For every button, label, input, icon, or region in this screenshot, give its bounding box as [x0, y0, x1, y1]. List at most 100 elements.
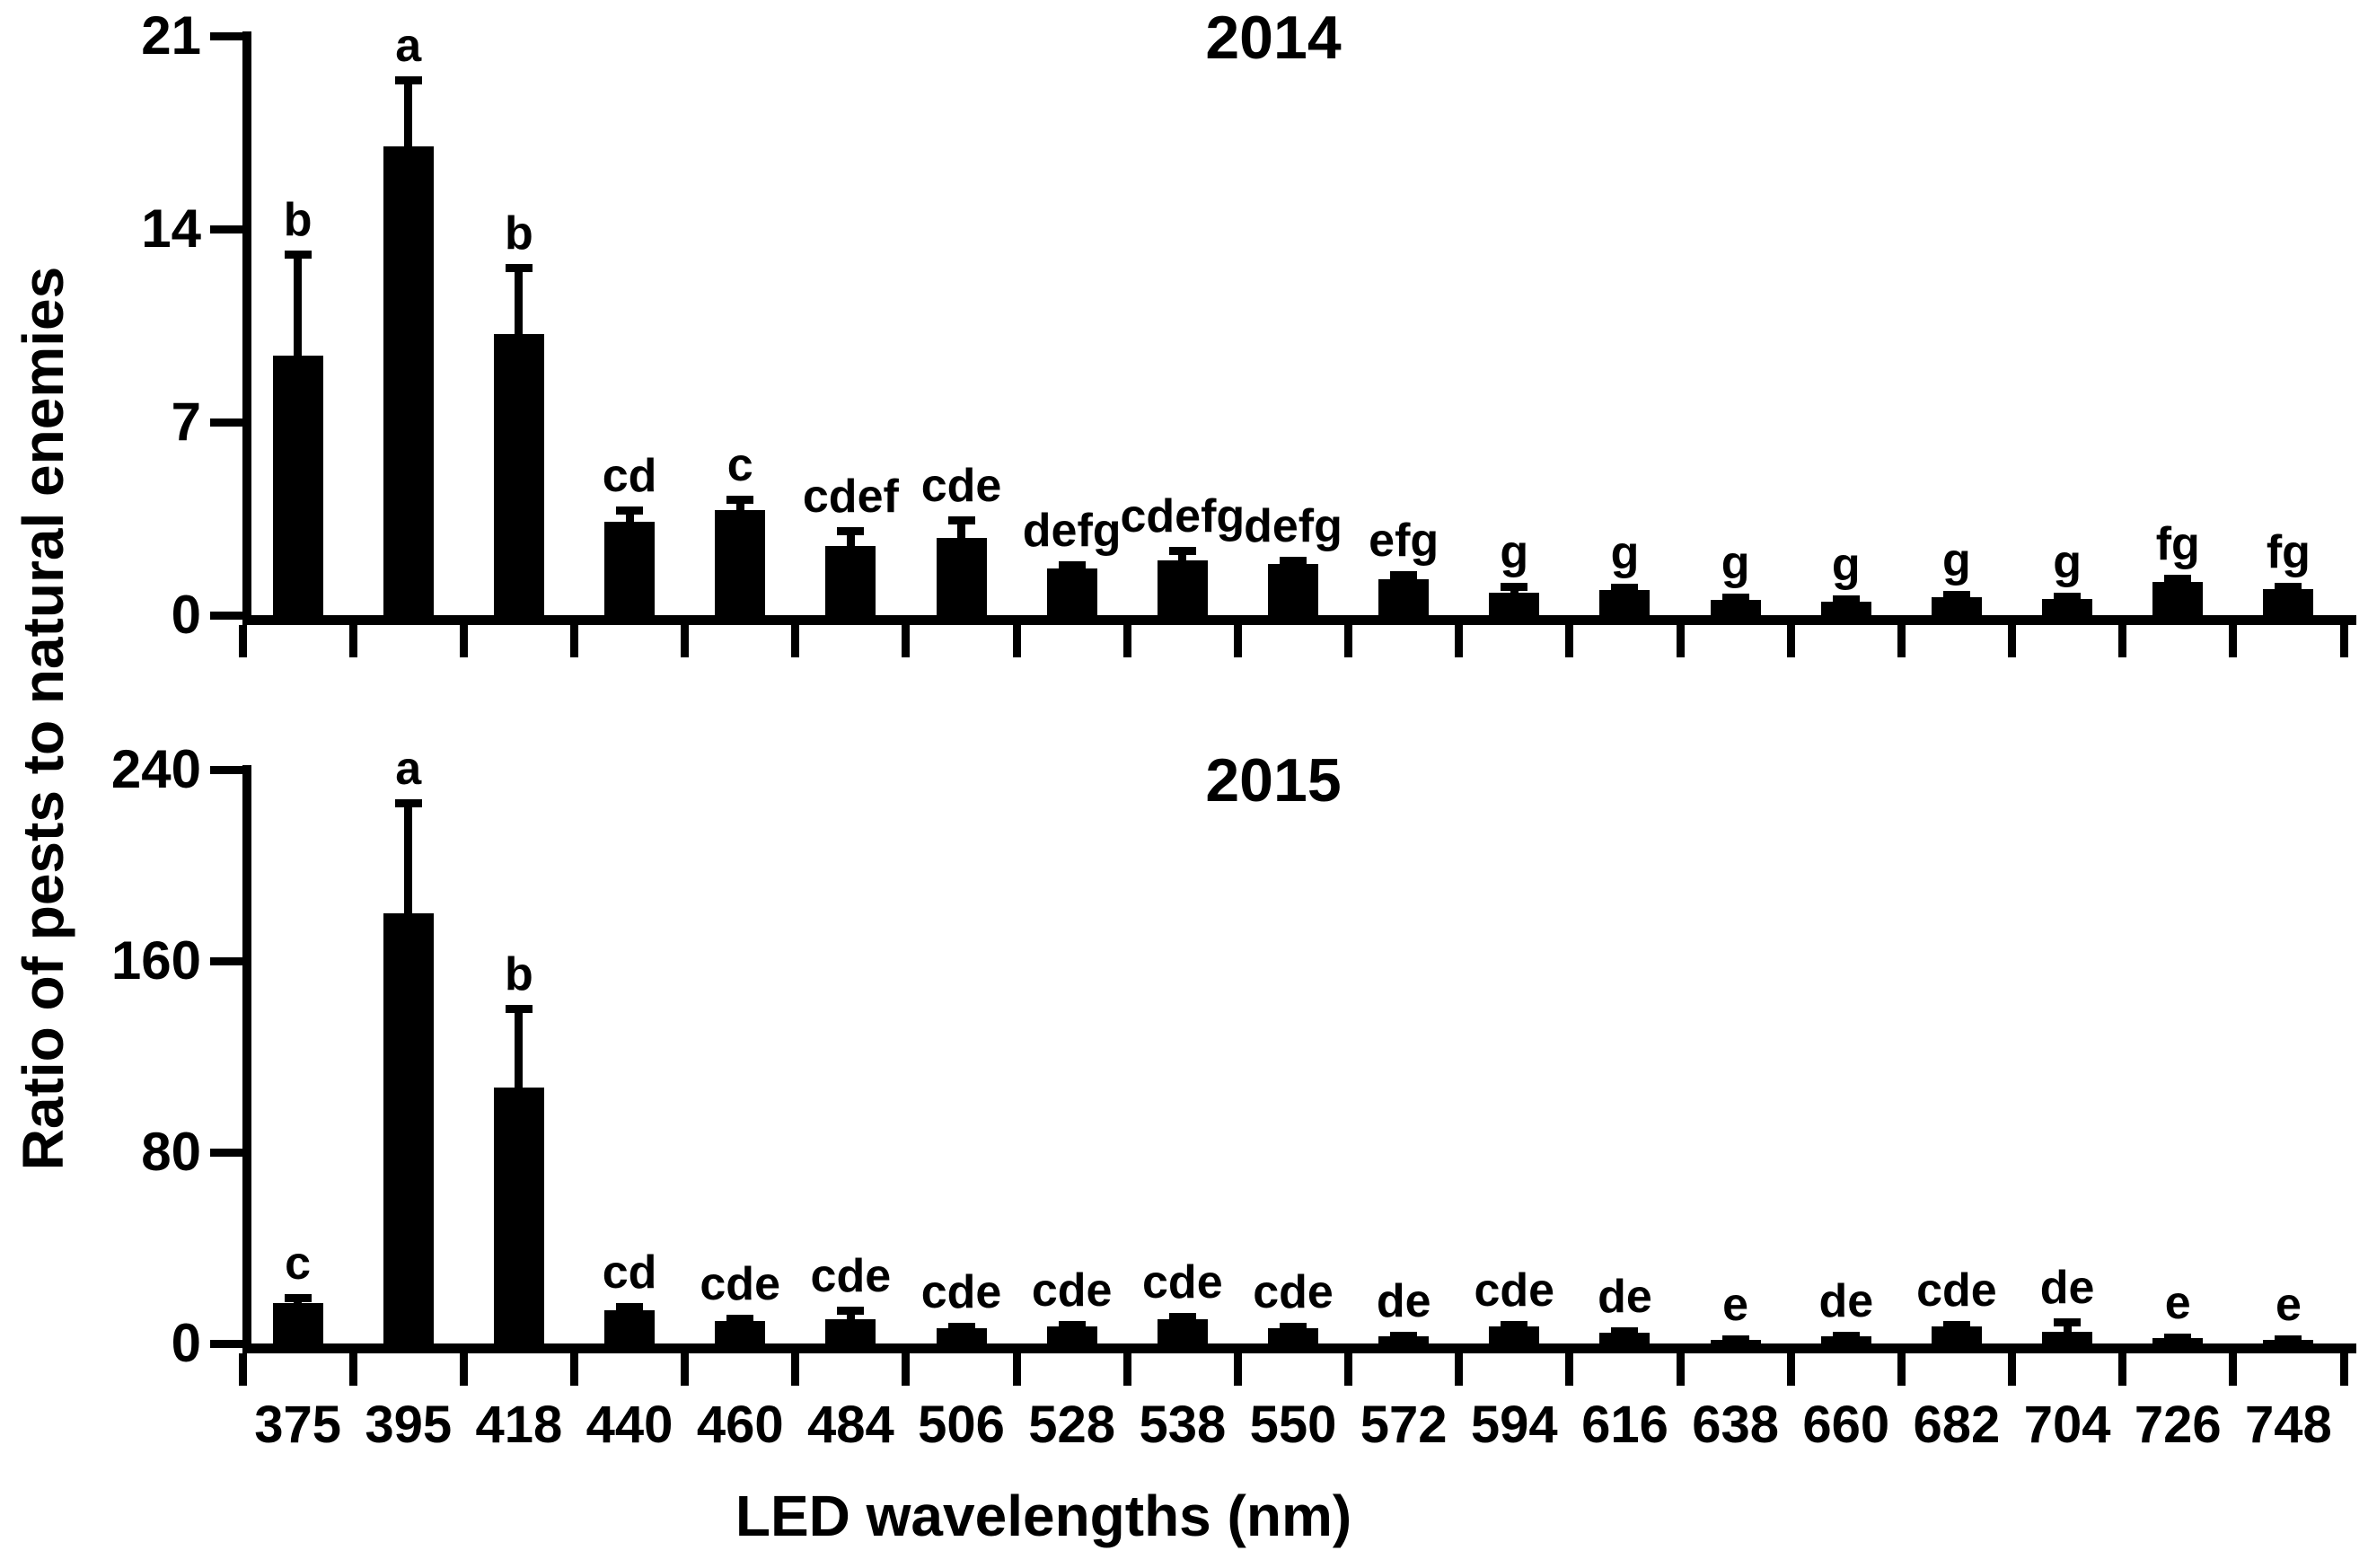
- x-tick: [2118, 1353, 2127, 1386]
- x-tick: [1455, 1353, 1464, 1386]
- x-tick: [2008, 625, 2017, 657]
- sig-letter: de: [2039, 1262, 2095, 1315]
- error-bar-cap: [1721, 594, 1749, 603]
- x-tick-label: 572: [1360, 1396, 1448, 1454]
- x-tick-label: 538: [1139, 1396, 1227, 1454]
- error-bar-cap: [1280, 1322, 1307, 1331]
- x-tick: [791, 1353, 800, 1386]
- error-bar-cap: [1280, 556, 1307, 565]
- error-bar-cap: [1501, 1320, 1528, 1329]
- sig-letter: cd: [602, 1246, 657, 1299]
- bar: [1931, 1326, 1982, 1343]
- x-tick: [1897, 1353, 1906, 1386]
- x-tick: [791, 625, 800, 657]
- sig-letter: cde: [920, 1265, 1002, 1318]
- x-tick: [2008, 1353, 2017, 1386]
- sig-letter: cde: [1253, 1265, 1334, 1318]
- x-tick: [459, 625, 468, 657]
- sig-letter: a: [395, 743, 422, 796]
- x-tick: [1455, 625, 1464, 657]
- x-axis-label: LED wavelengths (nm): [735, 1484, 1352, 1548]
- sig-letter: g: [2053, 535, 2082, 588]
- error-bar-line: [515, 1009, 524, 1090]
- x-tick: [681, 625, 690, 657]
- y-tick-label: 21: [141, 5, 201, 66]
- x-tick-label: 395: [365, 1396, 453, 1454]
- error-bar-cap: [505, 264, 533, 272]
- bar: [604, 521, 656, 615]
- sig-letter: b: [283, 193, 313, 246]
- sig-letter: de: [1818, 1274, 1874, 1327]
- x-tick-label: 460: [696, 1396, 784, 1454]
- error-bar-cap: [1832, 595, 1860, 604]
- x-tick: [1012, 625, 1021, 657]
- x-tick: [1897, 625, 1906, 657]
- x-tick-label: 748: [2245, 1396, 2332, 1454]
- error-bar-line: [2063, 1322, 2072, 1334]
- x-tick: [1676, 625, 1685, 657]
- sig-letter: cde: [1031, 1264, 1113, 1317]
- x-axis-line: [242, 1343, 2356, 1353]
- bar: [1599, 590, 1651, 615]
- sig-letter: b: [505, 207, 533, 260]
- bar: [1046, 1326, 1097, 1343]
- error-bar-cap: [1168, 546, 1196, 555]
- sig-letter: e: [1722, 1279, 1749, 1332]
- error-bar-cap: [1390, 571, 1418, 580]
- y-tick-label: 240: [110, 739, 201, 799]
- y-tick: [210, 32, 242, 40]
- error-bar-cap: [505, 1005, 533, 1014]
- x-tick: [2229, 625, 2238, 657]
- sig-letter: g: [1831, 539, 1861, 592]
- bar: [383, 145, 434, 615]
- y-tick: [210, 612, 242, 620]
- bar: [715, 510, 766, 615]
- error-bar-cap: [837, 1306, 865, 1315]
- bar: [715, 1320, 766, 1343]
- bar: [2152, 582, 2204, 615]
- error-bar-line: [1178, 550, 1187, 562]
- bar: [2263, 588, 2314, 615]
- sig-letter: cdef: [802, 471, 899, 524]
- x-tick: [1565, 1353, 1574, 1386]
- y-tick-label: 0: [171, 585, 201, 645]
- y-tick: [210, 1149, 242, 1157]
- x-tick: [348, 625, 357, 657]
- error-bar-cap: [1058, 561, 1086, 570]
- x-tick: [2229, 1353, 2238, 1386]
- bar: [936, 1327, 987, 1343]
- y-tick-label: 14: [141, 198, 201, 259]
- bar: [493, 1088, 544, 1343]
- y-tick: [210, 1340, 242, 1348]
- x-tick-label: 418: [475, 1396, 563, 1454]
- error-bar-cap: [284, 1294, 312, 1303]
- sig-letter: fg: [2155, 517, 2200, 570]
- x-tick: [1122, 1353, 1131, 1386]
- x-tick: [1786, 625, 1795, 657]
- y-tick: [210, 957, 242, 965]
- bar: [1157, 1319, 1208, 1343]
- x-tick: [1344, 625, 1353, 657]
- y-tick: [210, 418, 242, 427]
- bar: [272, 1302, 323, 1343]
- sig-letter: cde: [920, 460, 1002, 513]
- error-bar-cap: [1390, 1331, 1418, 1340]
- error-bar-cap: [1721, 1335, 1749, 1344]
- bar: [1268, 1327, 1318, 1343]
- x-tick-label: 638: [1692, 1396, 1780, 1454]
- bar: [825, 1319, 876, 1343]
- error-bar-cap: [2164, 1333, 2192, 1342]
- y-axis-line: [242, 765, 251, 1353]
- sig-letter: de: [1376, 1274, 1431, 1327]
- x-tick-label: 484: [806, 1396, 894, 1454]
- error-bar-cap: [2275, 582, 2302, 591]
- error-bar-cap: [616, 507, 644, 515]
- sig-letter: cde: [810, 1249, 892, 1302]
- x-axis-line: [242, 615, 2356, 625]
- bar: [1157, 559, 1208, 615]
- bar: [1046, 568, 1097, 615]
- sig-letter: c: [726, 439, 753, 491]
- x-tick: [238, 625, 247, 657]
- bar: [1378, 1336, 1430, 1343]
- bar: [604, 1309, 656, 1343]
